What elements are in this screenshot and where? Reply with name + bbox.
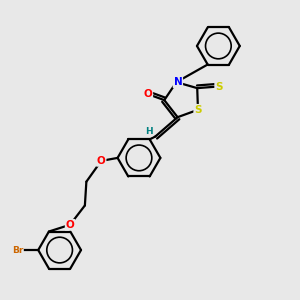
- Text: S: S: [215, 82, 223, 92]
- Text: Br: Br: [12, 245, 23, 254]
- Text: S: S: [194, 105, 202, 115]
- Text: O: O: [97, 156, 106, 166]
- Text: O: O: [144, 89, 152, 99]
- Text: O: O: [66, 220, 74, 230]
- Text: H: H: [145, 127, 153, 136]
- Text: N: N: [173, 77, 182, 87]
